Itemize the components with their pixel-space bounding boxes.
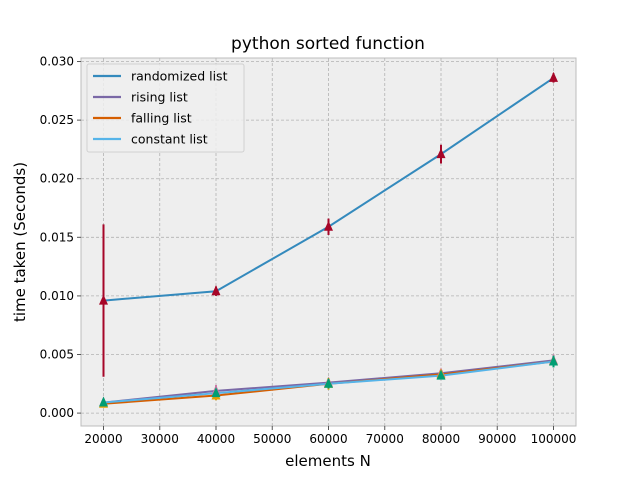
- series-markers-constant-list: [99, 355, 558, 407]
- series-layer: [99, 71, 558, 408]
- x-tick-label: 30000: [141, 432, 179, 446]
- legend-label: rising list: [131, 90, 188, 105]
- x-tick-label: 100000: [531, 432, 577, 446]
- x-tick-label: 60000: [309, 432, 347, 446]
- x-tick-label: 80000: [422, 432, 460, 446]
- legend: randomized list rising list falling list co…: [86, 63, 245, 153]
- y-tick-label: 0.005: [40, 348, 74, 362]
- legend-label: falling list: [131, 111, 192, 126]
- data-point-marker: [211, 285, 221, 296]
- data-point-marker: [99, 396, 108, 407]
- data-point-marker: [211, 387, 221, 398]
- legend-label: constant list: [131, 132, 208, 147]
- y-tick-label: 0.015: [40, 230, 74, 244]
- data-point-marker: [324, 220, 333, 231]
- y-tick-label: 0.000: [40, 406, 74, 420]
- x-axis-ticks: 20000 30000 40000 50000 60000 70000 80000 90000…: [84, 426, 576, 446]
- legend-frame: [86, 63, 245, 153]
- data-point-marker: [324, 377, 333, 388]
- x-tick-label: 50000: [253, 432, 291, 446]
- y-axis-ticks: 0.000 0.005 0.010 0.015 0.020 0.025 0.030: [40, 55, 81, 420]
- x-tick-label: 90000: [478, 432, 516, 446]
- data-point-marker: [99, 294, 108, 305]
- y-tick-label: 0.025: [40, 113, 74, 127]
- y-axis-label: time taken (Seconds): [11, 162, 29, 322]
- y-tick-label: 0.020: [40, 172, 74, 186]
- y-tick-label: 0.010: [40, 289, 74, 303]
- chart-title: python sorted function: [231, 34, 425, 54]
- x-tick-label: 70000: [366, 432, 404, 446]
- x-tick-label: 40000: [197, 432, 235, 446]
- x-axis-label: elements N: [285, 452, 371, 470]
- legend-label: randomized list: [131, 69, 228, 84]
- x-tick-label: 20000: [84, 432, 122, 446]
- data-point-marker: [549, 71, 558, 82]
- data-point-marker: [436, 148, 446, 159]
- series-markers-randomized-list: [99, 71, 558, 377]
- data-point-marker: [549, 355, 558, 366]
- data-point-marker: [436, 369, 446, 380]
- y-tick-label: 0.030: [40, 55, 74, 69]
